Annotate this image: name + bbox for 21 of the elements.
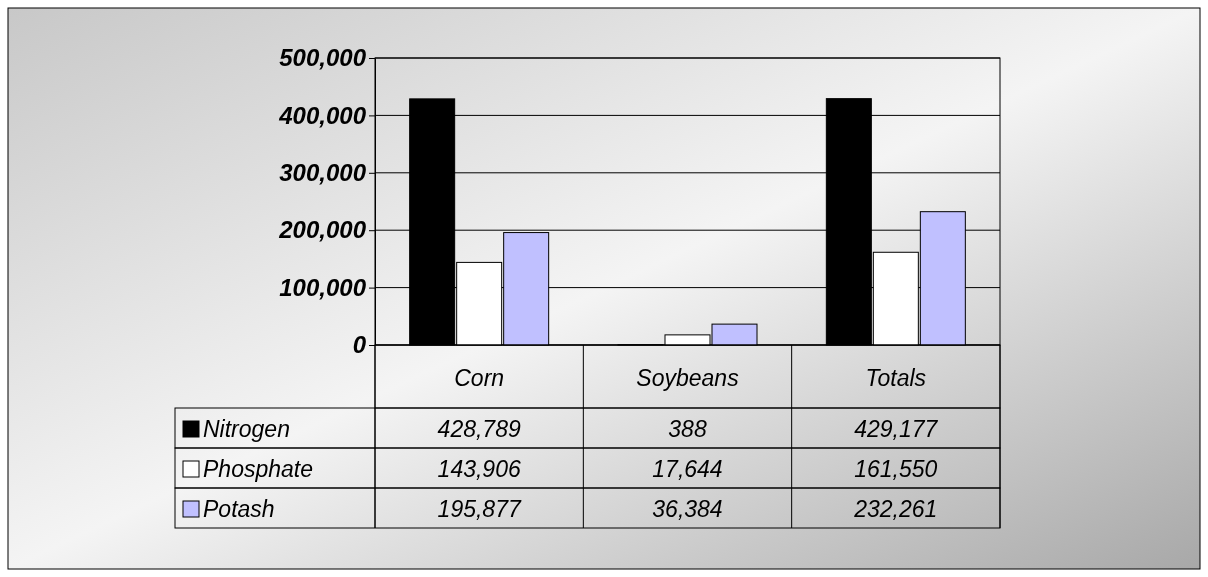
- legend-label: Nitrogen: [203, 416, 290, 442]
- data-label: 17,644: [652, 456, 723, 482]
- data-label: 429,177: [854, 416, 939, 442]
- y-tick-label: 400,000: [278, 101, 367, 129]
- data-label: 143,906: [437, 456, 521, 482]
- x-tick-label: Soybeans: [636, 365, 740, 391]
- x-tick-label: Corn: [454, 365, 505, 391]
- data-label: 428,789: [437, 416, 521, 442]
- data-label: 388: [668, 416, 707, 442]
- legend-label: Phosphate: [203, 456, 313, 482]
- data-label: 232,261: [853, 496, 938, 522]
- y-tick-label: 100,000: [279, 273, 367, 301]
- data-label: 195,877: [437, 496, 522, 522]
- x-tick-label: Totals: [865, 365, 927, 391]
- y-tick-label: 0: [352, 331, 367, 359]
- y-tick-label: 300,000: [279, 158, 367, 186]
- y-tick-label: 500,000: [279, 44, 367, 72]
- data-label: 36,384: [652, 496, 723, 522]
- data-label: 161,550: [854, 456, 938, 482]
- legend-label: Potash: [203, 496, 275, 522]
- y-tick-label: 200,000: [278, 216, 367, 244]
